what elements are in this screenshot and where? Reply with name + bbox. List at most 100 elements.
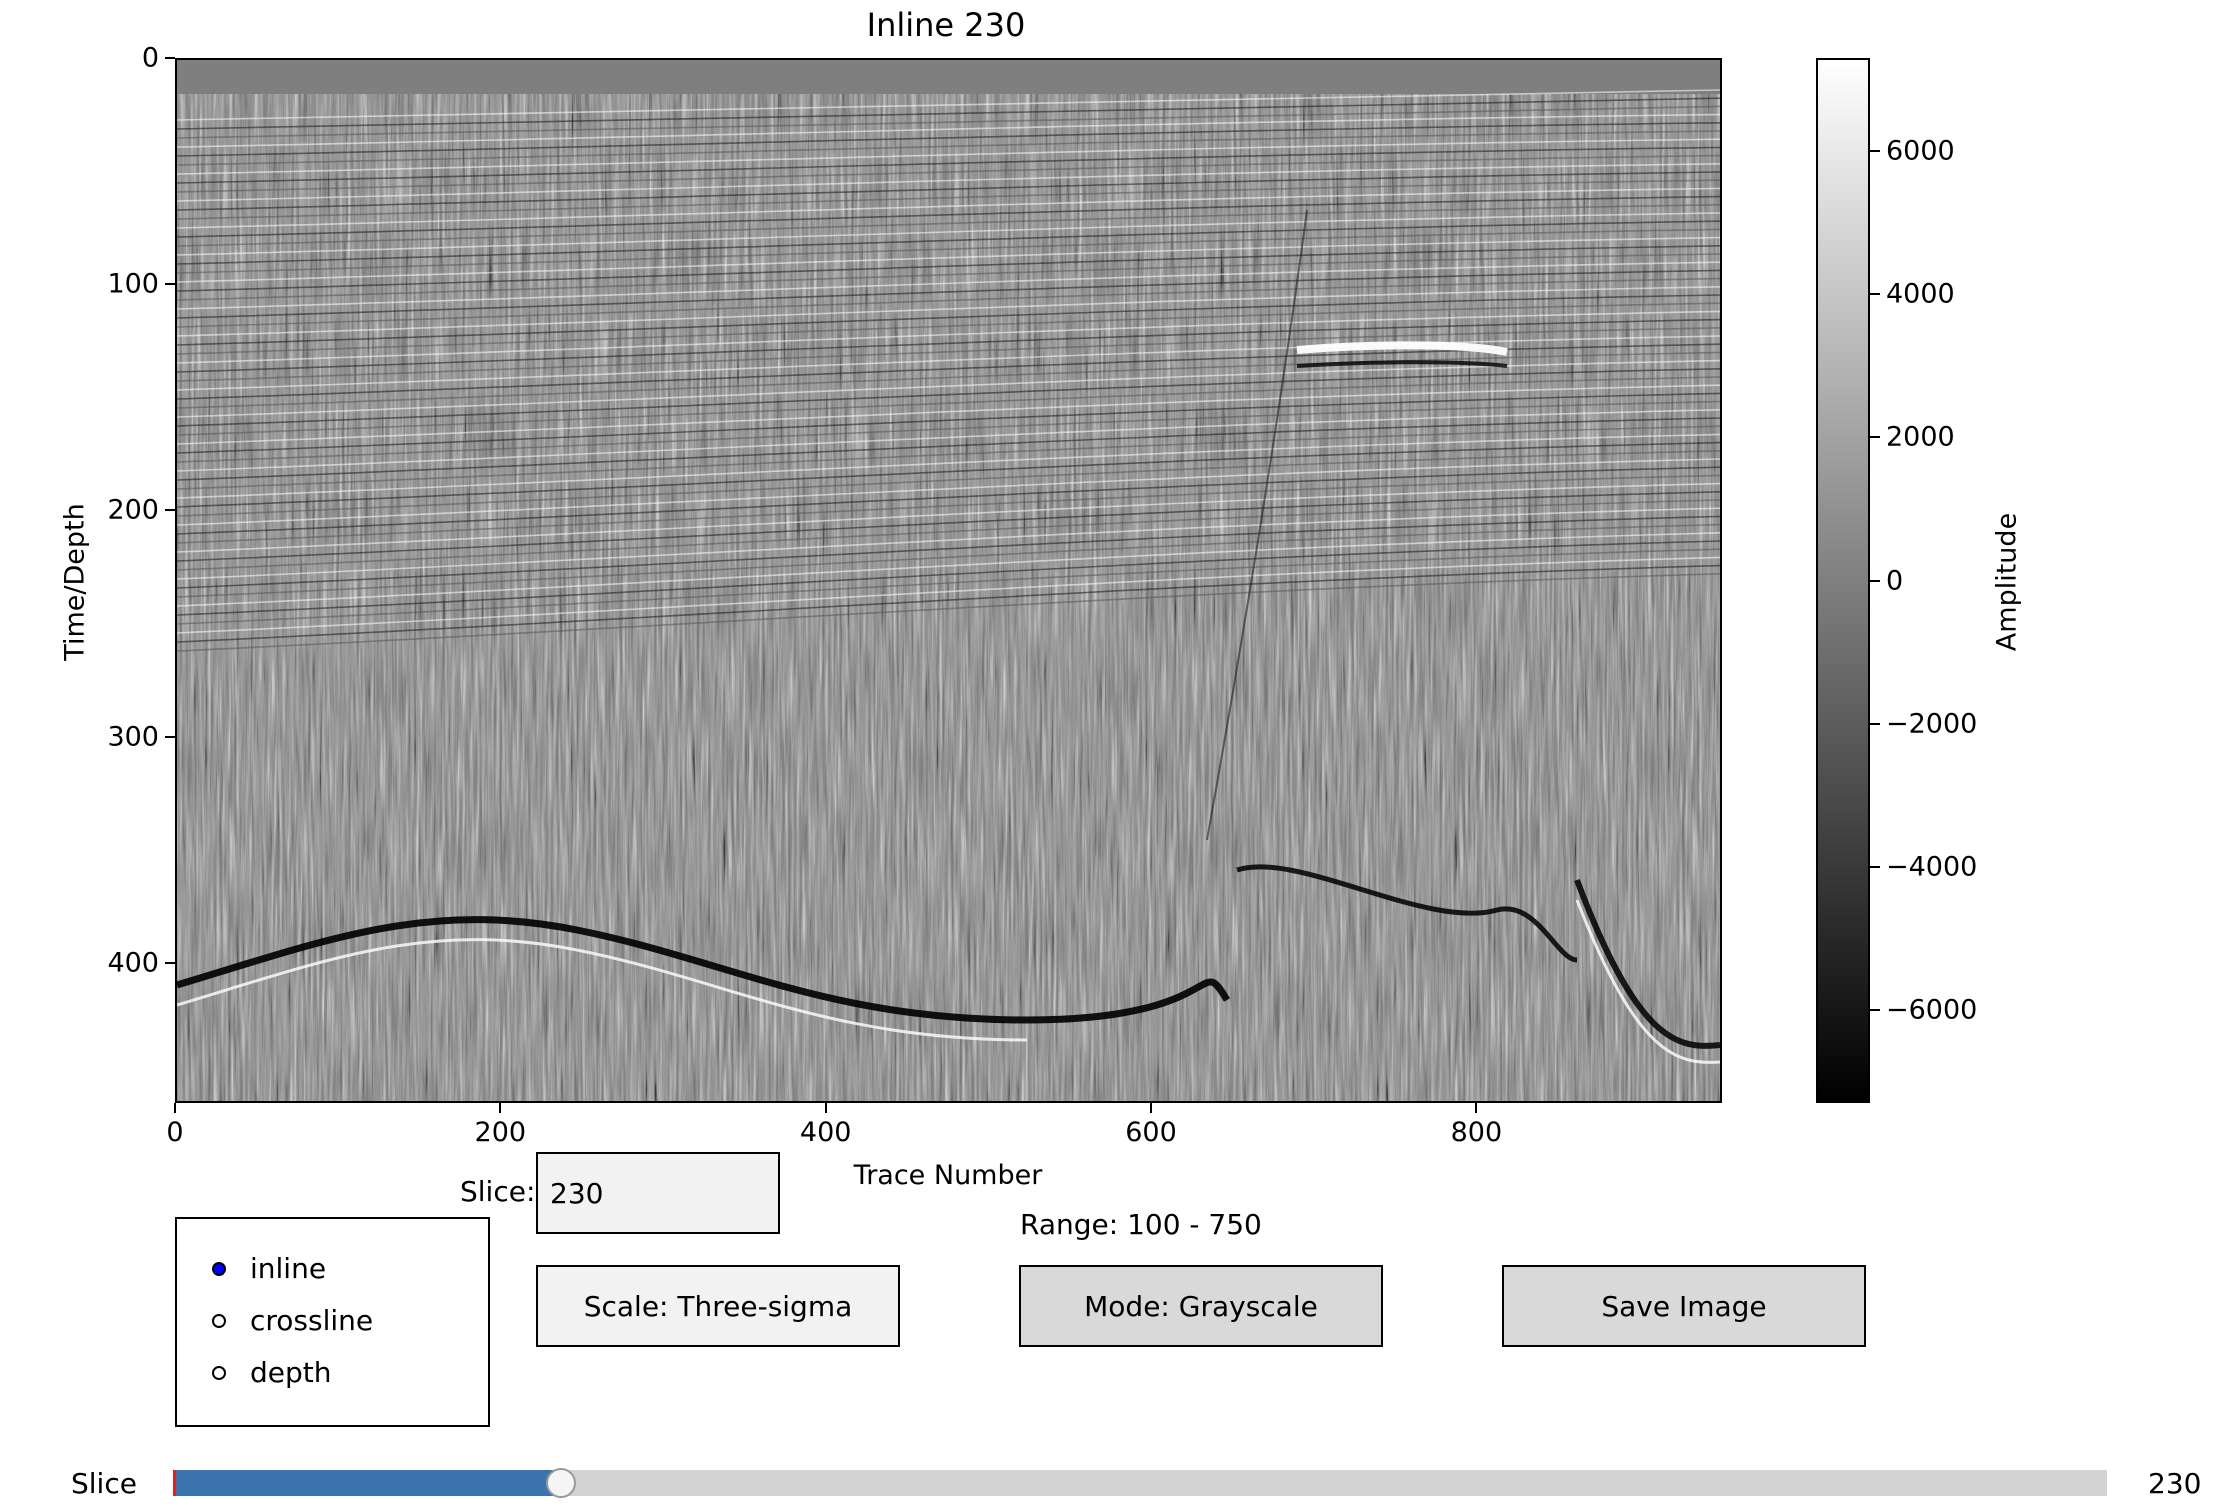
colorbar-tick [1870, 436, 1880, 439]
colorbar-tick [1870, 293, 1880, 296]
reflector-line [177, 458, 1720, 526]
reflector-line [177, 122, 1720, 157]
slice-slider-handle[interactable] [546, 1468, 577, 1498]
reflector-line [177, 548, 1720, 625]
y-tick-label: 0 [141, 42, 159, 74]
x-tick-label: 200 [474, 1117, 527, 1148]
reflector-line [177, 146, 1720, 184]
slice-input[interactable]: 230 [536, 1152, 780, 1234]
reflector-line [177, 245, 1720, 292]
range-text: Range: 100 - 750 [1020, 1208, 1262, 1241]
colorbar-label: Amplitude [1991, 512, 2023, 652]
reflector-line [177, 450, 1720, 517]
reflector-line [177, 491, 1720, 562]
reflector-line [177, 236, 1720, 283]
save-image-button[interactable]: Save Image [1502, 1265, 1866, 1347]
radio-depth-label: depth [250, 1356, 332, 1389]
reflector-line [1296, 360, 1508, 368]
reflector-line [1236, 864, 1578, 963]
reflector-line [1296, 341, 1508, 356]
reflector-line [177, 113, 1720, 148]
slice-input-label: Slice: [460, 1175, 536, 1208]
y-tick [165, 961, 175, 964]
colorbar-tick-label: 0 [1886, 565, 1904, 596]
reflector-line [177, 212, 1720, 256]
reflector-line [177, 507, 1720, 580]
reflector-line [177, 138, 1720, 175]
reflector-line [177, 195, 1720, 238]
reflector-line [177, 228, 1720, 274]
x-tick [499, 1103, 502, 1113]
reflector-line [177, 499, 1720, 571]
x-axis-label: Trace Number [853, 1160, 1043, 1191]
radio-inline[interactable]: inline [212, 1252, 326, 1285]
colorbar [1816, 58, 1870, 1103]
reflector-line [177, 564, 1720, 643]
colorbar-tick [1870, 865, 1880, 868]
reflector-line [177, 400, 1720, 463]
reflector-line [177, 433, 1720, 499]
reflector-line [177, 163, 1720, 202]
x-tick [1150, 1103, 1153, 1113]
colorbar-tick [1870, 1008, 1880, 1011]
reflector-line [177, 376, 1720, 436]
x-tick [824, 1103, 827, 1113]
reflector-line [177, 523, 1720, 598]
reflector-line [177, 318, 1720, 373]
reflector-line [177, 294, 1720, 346]
colorbar-tick-label: 4000 [1886, 278, 1955, 310]
reflector-line [177, 335, 1720, 391]
reflector-line [177, 474, 1720, 544]
slice-slider-min-marker [173, 1470, 176, 1496]
y-axis-label: Time/Depth [59, 503, 91, 661]
plot-title: Inline 230 [866, 6, 1026, 44]
colorbar-tick [1870, 150, 1880, 153]
reflector-line [177, 466, 1720, 535]
seismic-section-svg [177, 60, 1720, 1101]
reflector-line [177, 409, 1720, 472]
reflector-line [177, 187, 1720, 229]
y-tick-label: 200 [107, 494, 159, 526]
x-tick-label: 800 [1450, 1117, 1503, 1148]
reflector-line [177, 327, 1720, 382]
seismic-image[interactable] [175, 58, 1722, 1103]
slice-slider-fill [175, 1470, 562, 1496]
reflector-line [177, 384, 1720, 445]
x-tick-label: 0 [166, 1117, 184, 1148]
reflector-line [1206, 209, 1308, 841]
reflector-line [177, 277, 1720, 328]
slice-input-value: 230 [550, 1176, 604, 1210]
reflector-line [177, 515, 1720, 589]
radio-crossline[interactable]: crossline [212, 1304, 373, 1337]
mode-button[interactable]: Mode: Grayscale [1019, 1265, 1383, 1347]
reflector-line [177, 938, 1028, 1042]
scale-button[interactable]: Scale: Three-sigma [536, 1265, 900, 1347]
colorbar-tick-label: −4000 [1886, 851, 1978, 883]
radio-unselected-icon [212, 1313, 226, 1328]
radio-inline-label: inline [250, 1252, 327, 1285]
reflector-line [177, 351, 1720, 409]
x-tick-label: 400 [799, 1117, 852, 1148]
reflector-line [177, 286, 1720, 337]
reflector-line [177, 261, 1720, 310]
colorbar-tick-label: 2000 [1886, 421, 1955, 453]
reflector-line [177, 368, 1720, 427]
reflector-line [1574, 878, 1720, 1049]
reflector-line [177, 392, 1720, 454]
colorbar-tick-label: 6000 [1886, 135, 1955, 167]
y-tick [165, 735, 175, 738]
colorbar-tick-label: −6000 [1886, 994, 1978, 1026]
orientation-radio-group: inline crossline depth [175, 1217, 490, 1427]
y-tick [165, 283, 175, 286]
colorbar-tick-label: −2000 [1886, 708, 1978, 740]
slider-label: Slice [71, 1467, 137, 1500]
reflector-lines [177, 89, 1720, 1064]
reflector-line [177, 482, 1720, 553]
radio-unselected-icon [212, 1365, 226, 1380]
slider-value: 230 [2148, 1467, 2202, 1500]
x-tick [1475, 1103, 1478, 1113]
radio-depth[interactable]: depth [212, 1356, 332, 1389]
colorbar-tick [1870, 579, 1880, 582]
colorbar-tick [1870, 722, 1880, 725]
reflector-line [177, 425, 1720, 490]
